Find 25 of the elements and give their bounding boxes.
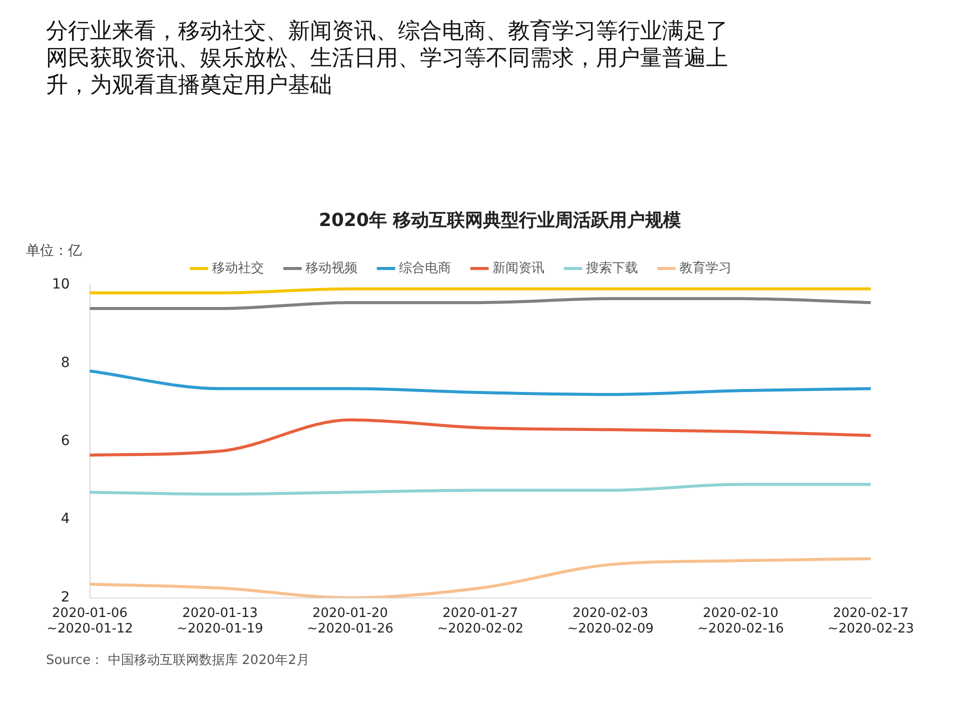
legend-label: 移动社交 bbox=[212, 260, 264, 276]
legend-label: 搜索下载 bbox=[586, 260, 638, 276]
x-tick-label: 2020-02-03 ~2020-02-09 bbox=[567, 606, 654, 637]
chart-title: 分行业来看，移动社交、新闻资讯、综合电商、教育学习等行业满足了网民获取资讯、娱乐放松、生活日用、学习等不同需求，用户量普遍上升，为观看直播奠定用户基础 bbox=[46, 18, 729, 100]
y-tick-label: 10 bbox=[52, 276, 70, 293]
x-tick-label: 2020-01-20 ~2020-01-26 bbox=[306, 606, 394, 637]
x-tick-label: 2020-01-13 ~2020-01-19 bbox=[176, 606, 264, 637]
source-note: Source： 中国移动互联网数据库 2020年2月 bbox=[46, 652, 310, 669]
y-tick-label: 6 bbox=[60, 433, 70, 450]
y-tick-label: 2 bbox=[60, 589, 70, 606]
x-tick-label: 2020-01-06 ~2020-01-12 bbox=[46, 606, 134, 637]
x-tick-label: 2020-02-17 ~2020-02-23 bbox=[828, 606, 914, 637]
legend-label: 教育学习 bbox=[680, 260, 732, 276]
line-series bbox=[88, 418, 872, 457]
x-tick-label: 2020-01-27 ~2020-02-02 bbox=[437, 606, 524, 637]
line-series bbox=[88, 482, 872, 496]
legend-label: 综合电商 bbox=[399, 260, 451, 276]
y-axis-title: 单位：亿 bbox=[26, 242, 82, 260]
chart-subtitle: 2020年 移动互联网典型行业周活跃用户规模 bbox=[318, 209, 682, 232]
x-tick-label: 2020-02-10 ~2020-02-16 bbox=[697, 606, 784, 637]
legend-label: 新闻资讯 bbox=[492, 260, 544, 276]
y-tick-label: 8 bbox=[60, 354, 70, 371]
line-series bbox=[88, 370, 872, 396]
legend-label: 移动视频 bbox=[306, 260, 358, 276]
y-tick-label: 4 bbox=[60, 511, 70, 528]
